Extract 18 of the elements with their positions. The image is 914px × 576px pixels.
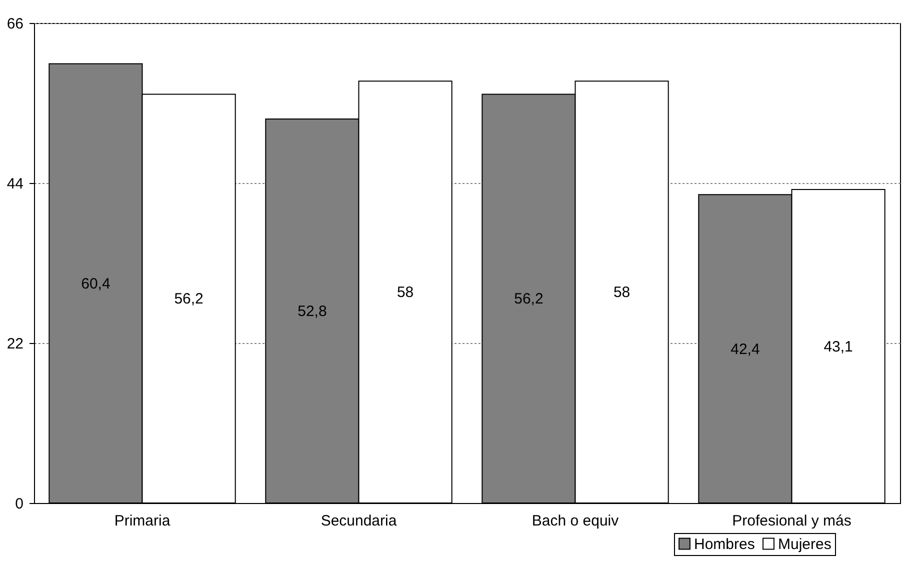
y-tick-label: 0 [15,496,24,512]
x-tick-label: Profesional y más [732,512,852,530]
x-tick-label: Primaria [114,512,171,530]
legend-label: Hombres [694,536,755,553]
data-label: 56,2 [514,290,544,308]
y-tick-label: 22 [6,336,24,352]
data-label: 60,4 [81,275,110,292]
x-tick-label: Bach o equiv [532,512,620,530]
data-label: 58 [613,284,630,302]
data-label: 58 [396,284,414,302]
y-tick-label: 66 [6,16,24,32]
data-label: 56,2 [174,290,204,308]
legend-label: Mujeres [778,536,832,553]
data-label: 43,1 [824,338,853,356]
x-tick-label: Secundaria [320,512,398,530]
y-tick-label: 44 [6,176,24,192]
data-label: 52,8 [298,303,327,320]
data-label: 42,4 [730,340,760,358]
